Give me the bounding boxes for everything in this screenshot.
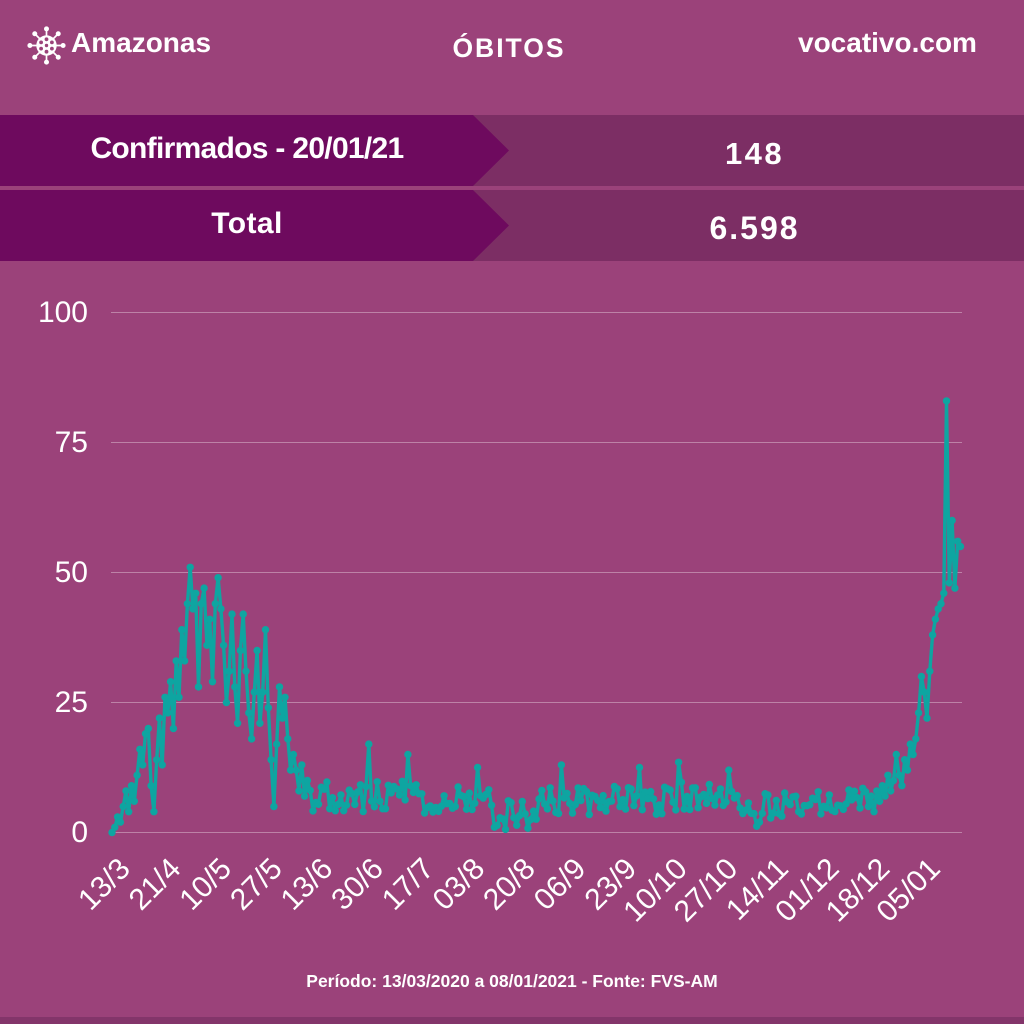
svg-text:25: 25 [55, 686, 88, 719]
svg-text:13/6: 13/6 [275, 852, 340, 917]
svg-text:30/6: 30/6 [325, 852, 390, 917]
svg-text:13/3: 13/3 [72, 852, 137, 917]
svg-text:21/4: 21/4 [123, 852, 188, 917]
svg-text:10/5: 10/5 [173, 852, 238, 917]
svg-text:100: 100 [38, 296, 88, 329]
svg-text:50: 50 [55, 556, 88, 589]
svg-text:06/9: 06/9 [528, 852, 593, 917]
svg-text:20/8: 20/8 [477, 852, 542, 917]
svg-text:03/8: 03/8 [427, 852, 492, 917]
svg-text:75: 75 [55, 426, 88, 459]
svg-text:0: 0 [71, 816, 88, 849]
svg-text:27/5: 27/5 [224, 852, 289, 917]
svg-text:17/7: 17/7 [376, 852, 441, 917]
